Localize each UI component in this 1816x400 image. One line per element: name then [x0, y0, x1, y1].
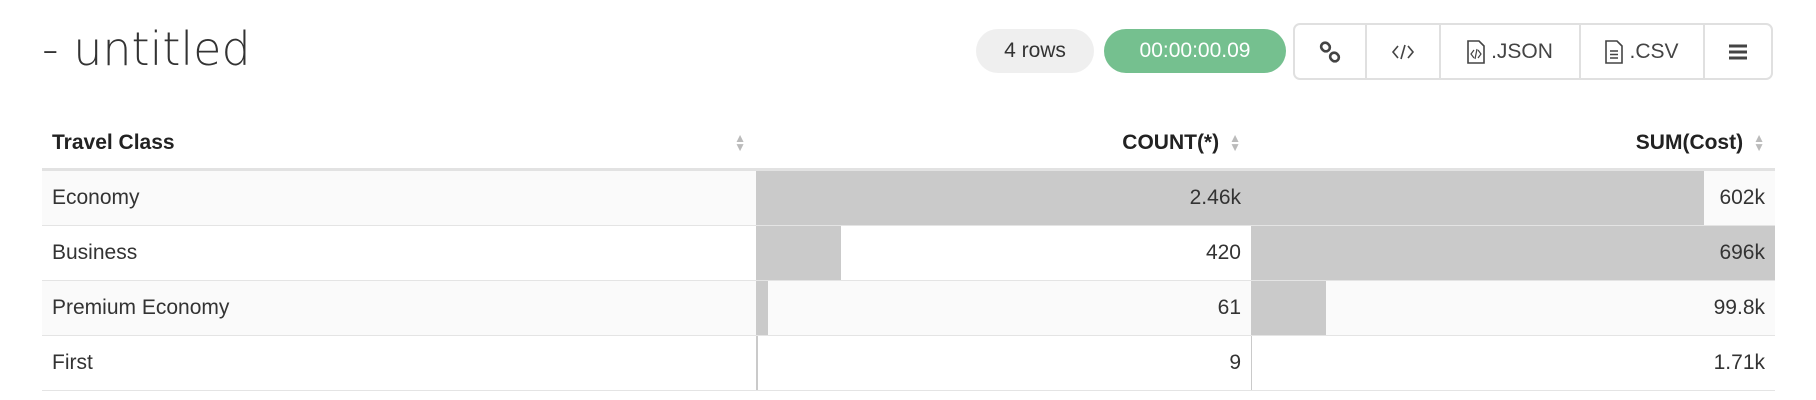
link-icon [1319, 40, 1341, 63]
count-cell: 2.46k [756, 171, 1251, 225]
count-value: 420 [1205, 241, 1241, 264]
count-value: 2.46k [1189, 186, 1241, 209]
cost-bar [1251, 226, 1775, 280]
cost-value: 696k [1719, 241, 1765, 264]
toolbar: .JSON .CSV [1293, 23, 1773, 80]
travel-class-cell: Business [52, 241, 138, 264]
table-row: First 9 1.71k [42, 336, 1775, 391]
page-title: - untitled [42, 22, 251, 76]
cost-bar [1251, 171, 1705, 225]
count-bar [756, 171, 1251, 225]
export-json-button[interactable]: .JSON [1441, 25, 1581, 78]
table-row: Economy 2.46k 602k [42, 171, 1775, 226]
column-header-travel-class[interactable]: Travel Class ▲ ▼ [42, 118, 756, 168]
cost-value: 602k [1719, 186, 1765, 209]
results-table: Travel Class ▲ ▼ COUNT(*) ▲ ▼ SUM(Cost) ▲ ▼… [42, 118, 1775, 391]
table-row: Premium Economy 61 99.8k [42, 281, 1775, 336]
table-header: Travel Class ▲ ▼ COUNT(*) ▲ ▼ SUM(Cost) ▲ ▼ [42, 118, 1775, 171]
count-cell: 9 [756, 336, 1251, 390]
count-cell: 61 [756, 281, 1251, 335]
export-csv-button[interactable]: .CSV [1581, 25, 1705, 78]
count-bar [756, 336, 758, 390]
row-count-badge: 4 rows [976, 29, 1094, 73]
column-label: SUM(Cost) [1635, 131, 1744, 154]
count-cell: 420 [756, 226, 1251, 280]
copy-link-button[interactable] [1295, 25, 1367, 78]
column-label: COUNT(*) [1122, 131, 1220, 154]
count-bar [756, 226, 841, 280]
travel-class-cell: Economy [52, 186, 140, 209]
csv-label: .CSV [1629, 39, 1679, 63]
cost-cell: 99.8k [1251, 281, 1775, 335]
elapsed-time-badge: 00:00:00.09 [1104, 29, 1286, 73]
column-header-sum-cost[interactable]: SUM(Cost) ▲ ▼ [1251, 118, 1775, 168]
sort-icon[interactable]: ▲ ▼ [1753, 131, 1765, 154]
cost-cell: 1.71k [1251, 336, 1775, 390]
cost-cell: 602k [1251, 171, 1775, 225]
table-row: Business 420 696k [42, 226, 1775, 281]
cost-value: 1.71k [1713, 351, 1765, 374]
json-label: .JSON [1491, 39, 1553, 63]
sort-icon[interactable]: ▲ ▼ [1229, 131, 1241, 154]
cost-cell: 696k [1251, 226, 1775, 280]
hamburger-menu-icon [1729, 44, 1747, 59]
cost-value: 99.8k [1713, 296, 1765, 319]
column-label: Travel Class [52, 131, 175, 154]
json-file-icon [1467, 39, 1485, 64]
count-value: 9 [1229, 351, 1241, 374]
cost-bar [1251, 281, 1327, 335]
menu-button[interactable] [1705, 25, 1771, 78]
cost-bar [1251, 336, 1253, 390]
count-bar [756, 281, 769, 335]
count-value: 61 [1217, 296, 1241, 319]
travel-class-cell: First [52, 351, 93, 374]
csv-file-icon [1605, 39, 1624, 64]
travel-class-cell: Premium Economy [52, 296, 230, 319]
column-header-count[interactable]: COUNT(*) ▲ ▼ [756, 118, 1251, 168]
code-icon [1391, 44, 1415, 59]
embed-code-button[interactable] [1367, 25, 1441, 78]
sort-icon[interactable]: ▲ ▼ [734, 131, 746, 154]
table-body: Economy 2.46k 602k Business 420 696k Pre… [42, 171, 1775, 391]
